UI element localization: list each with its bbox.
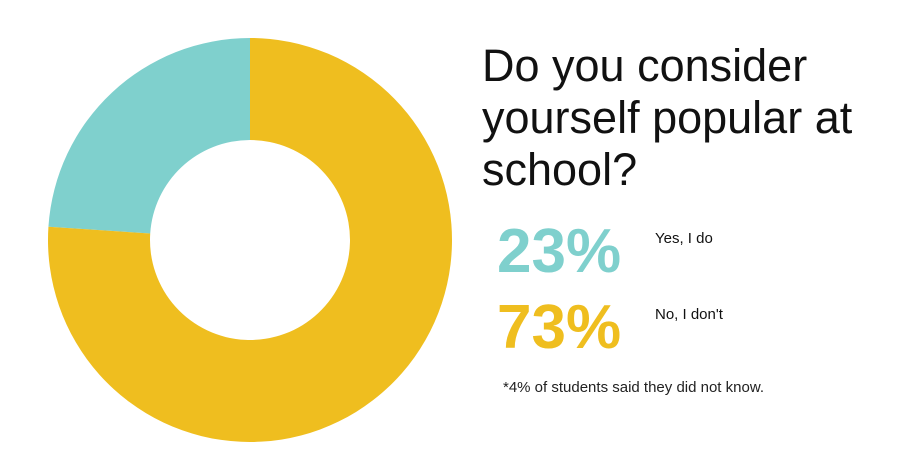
legend-label: No, I don't xyxy=(655,306,724,323)
donut-slice xyxy=(48,38,453,442)
value-label: 73% xyxy=(497,293,621,362)
value-label: 23% xyxy=(497,217,621,286)
chart-title: Do you consider yourself popular at scho… xyxy=(482,40,853,195)
donut-slice xyxy=(48,38,251,234)
footnote: *4% of students said they did not know. xyxy=(503,379,764,396)
legend-label: Yes, I do xyxy=(655,230,713,247)
